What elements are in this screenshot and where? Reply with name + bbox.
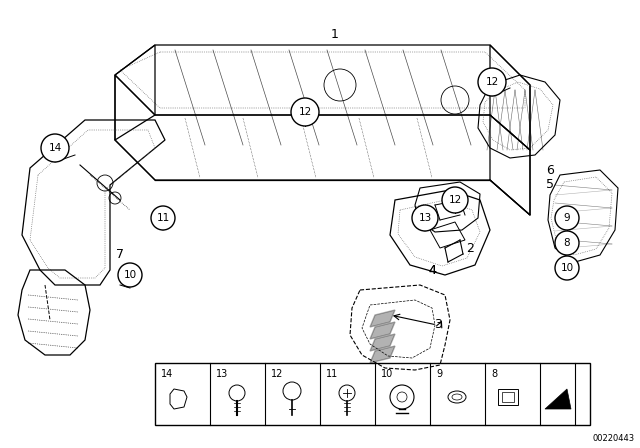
Text: 12: 12	[449, 195, 461, 205]
Text: 5: 5	[546, 178, 554, 191]
Text: 00220443: 00220443	[593, 434, 635, 443]
Text: 13: 13	[216, 369, 228, 379]
Text: 10: 10	[561, 263, 573, 273]
Text: 12: 12	[485, 77, 499, 87]
Text: 7: 7	[116, 249, 124, 262]
Polygon shape	[370, 346, 395, 363]
Text: 9: 9	[564, 213, 570, 223]
Text: 9: 9	[436, 369, 442, 379]
Circle shape	[151, 206, 175, 230]
Text: 14: 14	[49, 143, 61, 153]
Text: 2: 2	[466, 241, 474, 254]
Text: 12: 12	[298, 107, 312, 117]
Text: 11: 11	[156, 213, 170, 223]
Polygon shape	[370, 334, 395, 351]
Text: 8: 8	[491, 369, 497, 379]
Text: 4: 4	[428, 263, 436, 276]
Text: 10: 10	[381, 369, 393, 379]
Circle shape	[442, 187, 468, 213]
Text: 13: 13	[419, 213, 431, 223]
Circle shape	[555, 256, 579, 280]
Polygon shape	[370, 310, 395, 327]
Circle shape	[41, 134, 69, 162]
Polygon shape	[370, 322, 395, 339]
Bar	[155, 363, 590, 425]
Polygon shape	[545, 389, 571, 409]
Circle shape	[555, 206, 579, 230]
Text: 4: 4	[428, 263, 436, 276]
Circle shape	[412, 205, 438, 231]
Circle shape	[291, 98, 319, 126]
Text: 12: 12	[271, 369, 284, 379]
Circle shape	[555, 231, 579, 255]
Text: 1: 1	[331, 29, 339, 42]
Text: 6: 6	[546, 164, 554, 177]
Circle shape	[478, 68, 506, 96]
Circle shape	[118, 263, 142, 287]
Text: 11: 11	[326, 369, 339, 379]
Bar	[498, 389, 518, 405]
Bar	[502, 392, 514, 402]
Text: 8: 8	[564, 238, 570, 248]
Text: 10: 10	[124, 270, 136, 280]
Text: 14: 14	[161, 369, 173, 379]
Text: 3: 3	[434, 319, 442, 332]
